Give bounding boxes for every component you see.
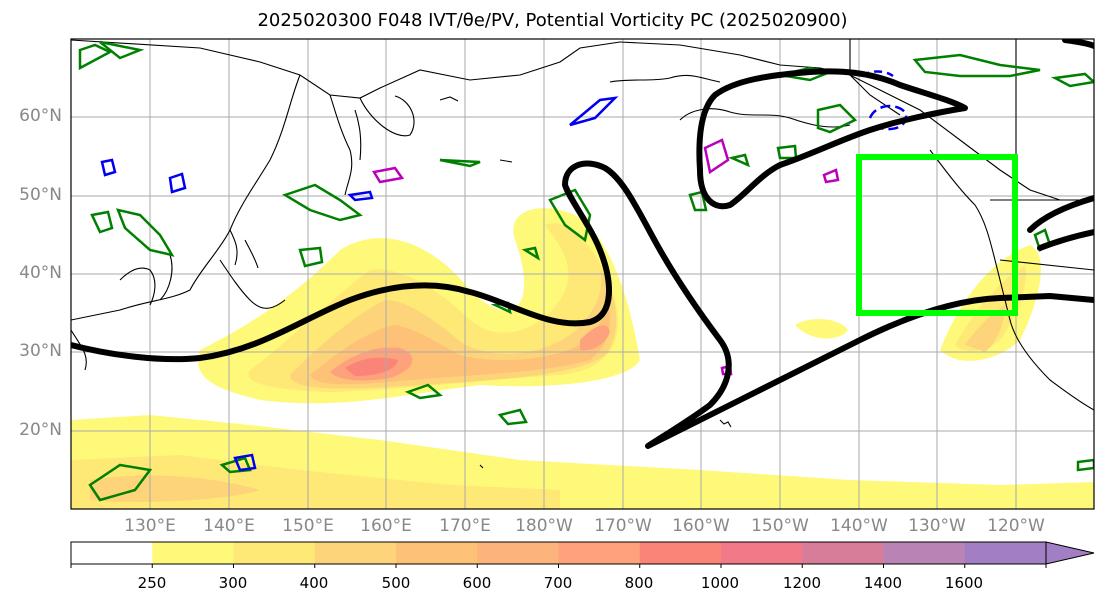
colorbar-label: 400 [299,574,329,592]
contour-green [90,210,114,234]
contour-green [219,456,252,474]
pv-contours [71,39,1094,449]
colorbar-label: 800 [624,574,654,592]
colorbar-segment [152,542,234,564]
colorbar-border [70,541,1047,565]
colorbar-label: 1400 [863,574,903,592]
contour-green [497,408,528,426]
lon-label-120w: 120°W [987,516,1045,536]
lat-label-20n: 20°N [19,420,62,440]
contour-blue [868,104,908,131]
contour-blue [347,190,374,202]
contour-green [99,40,145,60]
lon-label-160e: 160°E [360,516,412,536]
pv-contour-east2 [1037,229,1094,251]
lon-label-140w: 140°W [830,516,888,536]
contour-green [282,183,363,222]
colorbar-label: 250 [137,574,167,592]
contour-green [88,463,153,502]
map-border [70,38,1095,510]
lon-label-130e: 130°E [124,516,176,536]
colorbar-segment [396,542,478,564]
lat-label-30n: 30°N [19,341,62,361]
colorbar-label: 1200 [782,574,822,592]
colorbar-segment [233,542,316,564]
colorbar-label: 500 [381,574,411,592]
lon-label-170e: 170°E [439,516,491,536]
pv-contour-main [71,160,1094,449]
contour-green [1050,72,1094,88]
ivt-shading [71,208,1094,509]
contour-magenta [372,166,405,184]
colorbar [70,541,1095,568]
colorbar-segment [477,542,559,564]
colorbar-segment [639,542,722,564]
contour-green [115,208,175,257]
lat-label-40n: 40°N [19,263,62,283]
contour-green [816,103,858,134]
colorbar-segment [721,542,803,564]
colorbar-segment [883,542,966,564]
pv-contour-ne [1062,39,1094,49]
colorbar-segment [71,542,153,564]
contour-green [298,246,324,268]
colorbar-segment [964,542,1047,564]
contour-green [404,383,443,400]
contour-green [728,153,750,168]
colorbar-label: 1600 [944,574,984,592]
contour-blue [233,453,257,472]
colorbar-segment [802,542,884,564]
lon-label-140e: 140°E [203,516,255,536]
lat-label-50n: 50°N [19,185,62,205]
contour-magenta [703,138,730,175]
pv-contour-north [696,68,968,210]
colorbar-segment [314,542,397,564]
contour-blue [168,172,187,194]
colorbar-extend-arrow [1045,541,1095,565]
lon-label-180w: 180°W [515,516,573,536]
contour-blue [100,158,117,177]
colorbar-label: 700 [543,574,573,592]
contour-green [912,53,1041,78]
colorbar-segment [558,542,641,564]
lon-label-150w: 150°W [751,516,809,536]
lon-label-130w: 130°W [908,516,966,536]
contour-green [688,190,708,212]
contour-magenta [822,168,840,184]
target-region-box [856,154,1018,316]
coastlines [71,39,1094,469]
lon-label-160w: 160°W [672,516,730,536]
contour-green [1076,458,1094,472]
contour-green [78,43,113,71]
contour-green [439,158,481,168]
lat-label-60n: 60°N [19,106,62,126]
contour-green [521,246,541,261]
lon-label-150e: 150°E [282,516,334,536]
figure-title: 2025020300 F048 IVT/θe/PV, Potential Vor… [257,10,848,31]
colorbar-label: 300 [218,574,248,592]
lon-label-170w: 170°W [594,516,652,536]
contour-blue [569,96,619,127]
colorbar-label: 600 [462,574,492,592]
colorbar-label: 1000 [700,574,740,592]
pv-contour-east [1027,195,1094,233]
